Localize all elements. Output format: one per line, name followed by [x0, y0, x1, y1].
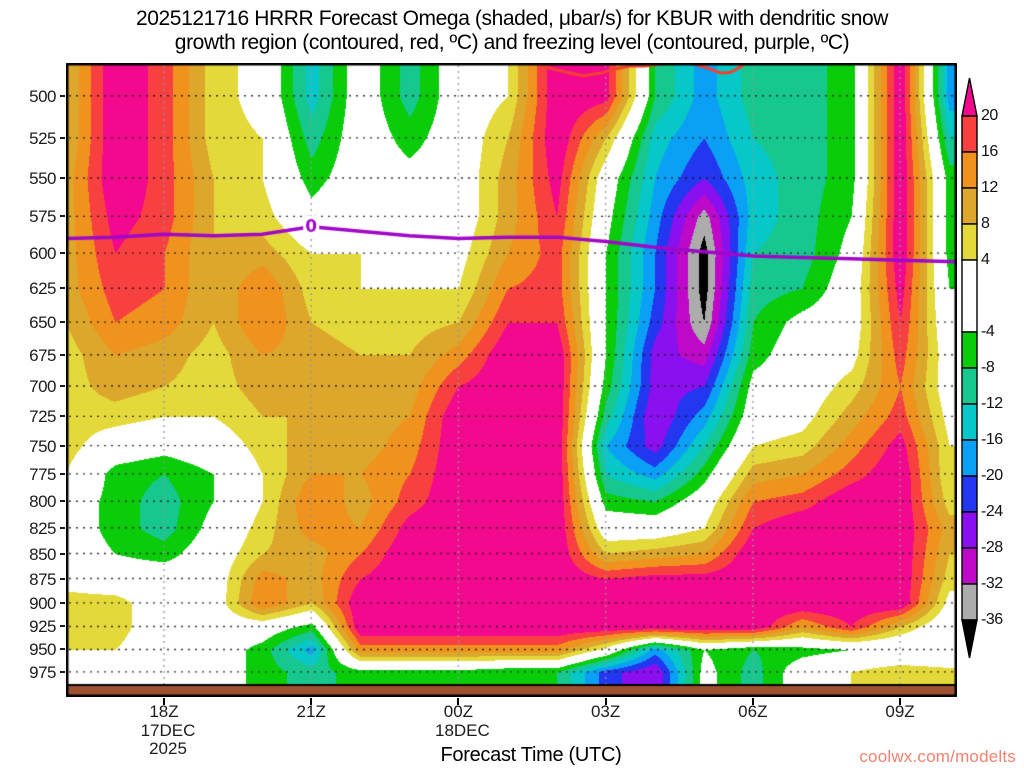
- x-axis-year-label: 2025: [149, 739, 187, 758]
- x-axis-label: 18Z: [149, 702, 179, 721]
- x-axis-date-label: 18DEC: [435, 721, 490, 740]
- colorbar-band: [961, 439, 978, 477]
- y-axis-label: 500: [29, 86, 56, 106]
- y-axis-label: 750: [29, 436, 56, 456]
- colorbar-band: [961, 475, 978, 513]
- y-axis-label: 550: [29, 169, 56, 189]
- x-axis-tick: [604, 698, 607, 705]
- colorbar-label: -16: [981, 431, 1003, 448]
- y-axis-label: 600: [29, 244, 56, 264]
- colorbar-band: [961, 331, 978, 369]
- y-axis-label: 925: [29, 617, 56, 637]
- y-axis-tick: [60, 526, 65, 529]
- chart-title-line2: growth region (contoured, red, ºC) and f…: [174, 31, 850, 54]
- x-axis-label: 03Z: [590, 702, 621, 721]
- colorbar-label: -12: [981, 395, 1003, 412]
- y-axis-label: 850: [29, 544, 56, 564]
- colorbar-band: [961, 547, 978, 585]
- colorbar-label: 12: [981, 179, 998, 196]
- colorbar-band: [961, 259, 978, 333]
- colorbar-band: [961, 151, 978, 189]
- y-axis-label: 875: [29, 569, 56, 589]
- chart-title-line1: 2025121716 HRRR Forecast Omega (shaded, …: [135, 7, 889, 30]
- y-axis-tick: [60, 500, 65, 503]
- y-axis-tick: [60, 252, 65, 255]
- x-axis-tick: [163, 698, 165, 705]
- colorbar-label: 20: [981, 107, 998, 124]
- y-axis-tick: [60, 670, 65, 673]
- colorbar-band: [961, 511, 978, 549]
- y-axis-tick: [60, 94, 65, 97]
- y-axis-tick: [60, 601, 65, 604]
- y-axis-label: 625: [29, 279, 56, 299]
- colorbar-band: [961, 115, 978, 153]
- y-axis-tick: [60, 353, 65, 356]
- colorbar-label: 16: [981, 143, 998, 160]
- omega-heatmap-canvas: [66, 63, 957, 697]
- colorbar-band: [961, 223, 978, 261]
- colorbar-band: [961, 367, 978, 405]
- colorbar-label: -32: [981, 575, 1003, 592]
- y-axis-tick: [60, 177, 65, 180]
- x-axis-tick: [899, 698, 902, 705]
- y-axis-tick: [60, 215, 65, 218]
- y-axis-label: 900: [29, 593, 56, 613]
- y-axis-tick: [60, 287, 65, 290]
- x-axis-date-label: 17DEC: [140, 721, 196, 740]
- y-axis-label: 725: [29, 407, 56, 427]
- y-axis-label: 675: [29, 345, 56, 365]
- colorbar-label: -20: [981, 467, 1003, 484]
- y-axis-tick: [60, 321, 65, 324]
- y-axis-label: 825: [29, 518, 56, 538]
- y-axis-tick: [60, 577, 65, 580]
- watermark: coolwx.com/modelts: [859, 747, 1016, 766]
- y-axis-label: 650: [29, 313, 56, 333]
- x-axis-title: Forecast Time (UTC): [440, 744, 622, 766]
- y-axis-label: 975: [29, 662, 56, 682]
- y-axis-tick: [60, 625, 65, 628]
- colorbar-label: -28: [981, 539, 1003, 556]
- colorbar-label: 8: [981, 215, 990, 232]
- colorbar-over-arrow: [961, 77, 978, 117]
- y-axis-tick: [60, 415, 65, 418]
- y-axis-label: 575: [29, 207, 56, 227]
- colorbar: [956, 76, 986, 665]
- colorbar-band: [961, 403, 978, 441]
- x-axis-tick: [751, 698, 754, 705]
- y-axis-label: 950: [29, 640, 56, 660]
- x-axis-tick: [310, 698, 313, 705]
- x-axis-label: 21Z: [296, 702, 326, 721]
- y-axis-tick: [60, 136, 65, 139]
- y-axis-tick: [60, 385, 65, 388]
- y-axis-label: 700: [29, 377, 56, 397]
- colorbar-label: -4: [981, 323, 995, 340]
- y-axis-label: 525: [29, 128, 56, 148]
- x-axis-tick: [457, 698, 460, 705]
- y-axis-tick: [60, 552, 65, 555]
- x-axis-label: 09Z: [885, 702, 915, 721]
- colorbar-band: [961, 187, 978, 225]
- x-axis-label: 06Z: [738, 702, 768, 721]
- colorbar-label: -36: [981, 611, 1003, 628]
- y-axis-tick: [60, 648, 65, 651]
- y-axis-label: 800: [29, 492, 56, 512]
- colorbar-band: [961, 583, 978, 621]
- colorbar-label: 4: [981, 251, 990, 268]
- y-axis-tick: [60, 472, 65, 475]
- y-axis-label: 775: [29, 464, 56, 484]
- colorbar-label: -24: [981, 503, 1003, 520]
- colorbar-label: -8: [981, 359, 995, 376]
- colorbar-under-arrow: [961, 619, 978, 659]
- y-axis-tick: [60, 444, 65, 447]
- x-axis-label: 00Z: [443, 702, 474, 721]
